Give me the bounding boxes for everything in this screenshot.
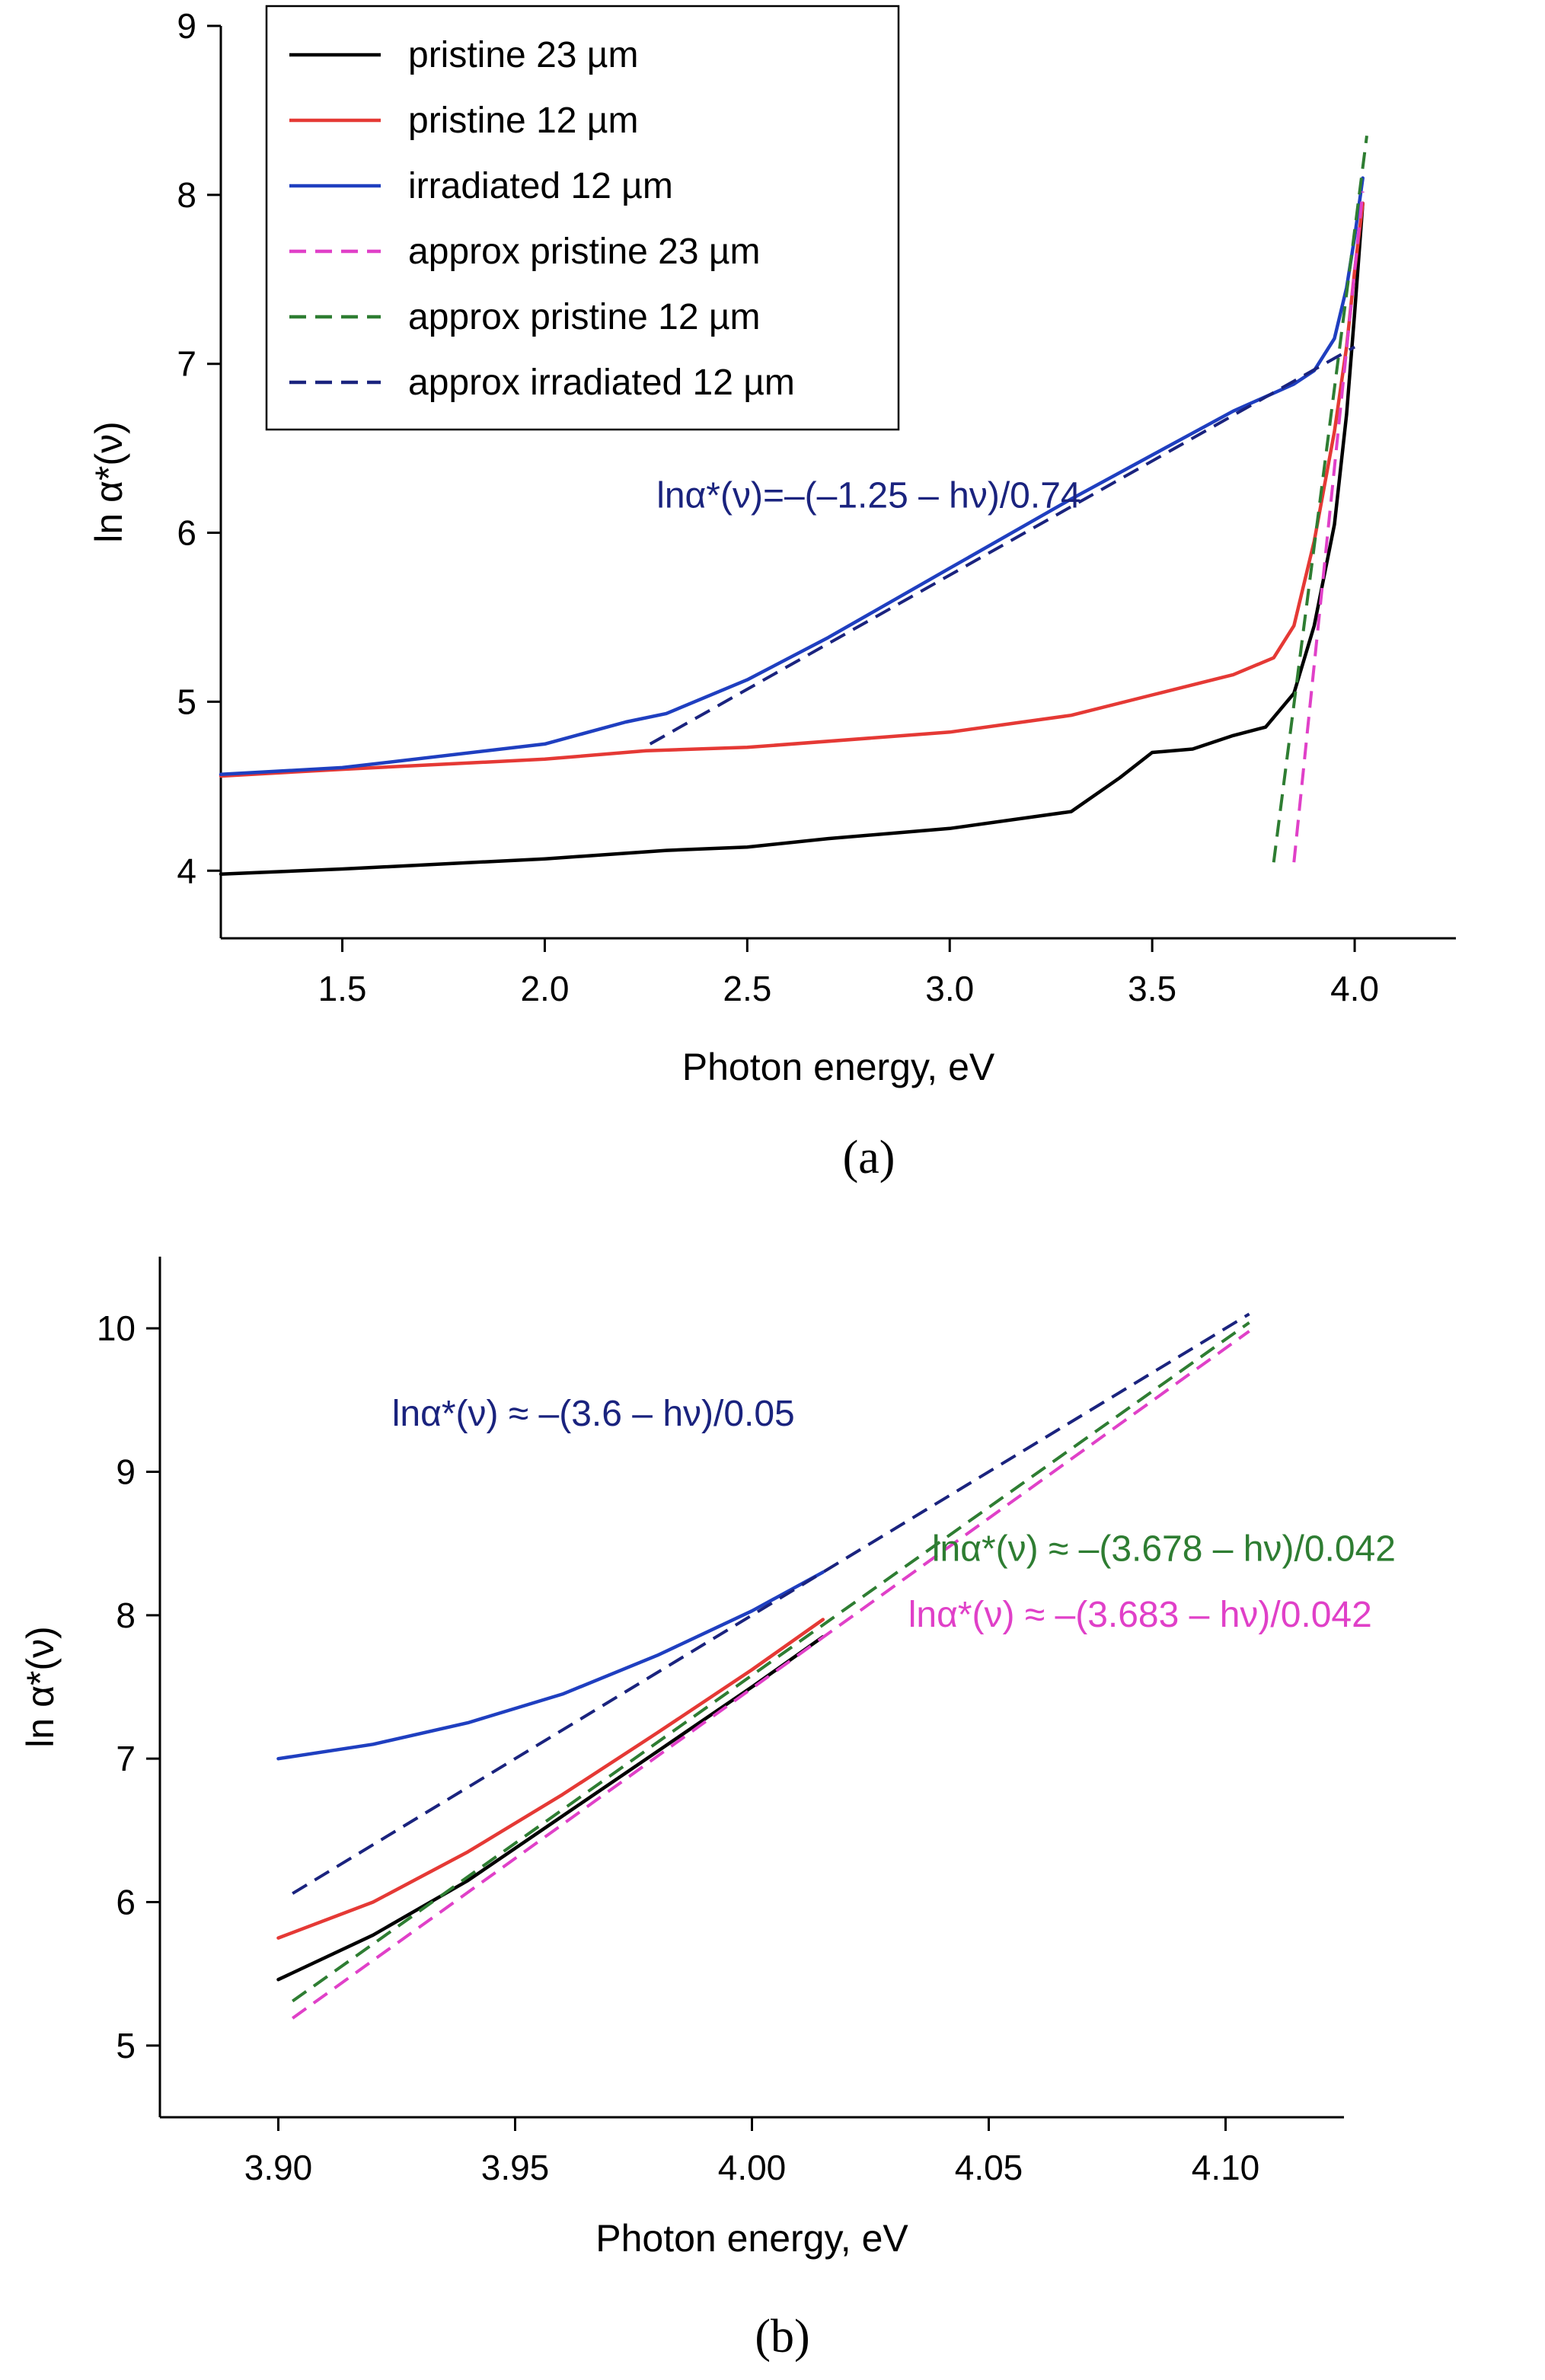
legend-label: approx irradiated 12 µm [408, 363, 795, 403]
x-axis-title: Photon energy, eV [595, 2217, 908, 2260]
chart-panel-a: 1.5 2.0 2.5 3.0 3.5 4.0 4 5 6 7 8 9 Photon energy, e… [88, 5, 1456, 1184]
series-line-approx-irradiated-12-m [292, 1312, 1250, 1895]
x-tick-label: 2.5 [723, 969, 771, 1008]
series-line-pristine-12-m [219, 201, 1365, 778]
y-tick-label: 9 [177, 6, 196, 46]
y-tick-label: 10 [97, 1308, 136, 1348]
y-tick-label: 7 [177, 344, 196, 384]
x-tick-label: 1.5 [318, 969, 367, 1008]
x-tick-label: 3.0 [925, 969, 974, 1008]
x-tick-label: 4.05 [955, 2148, 1023, 2187]
y-tick-label: 6 [116, 1883, 136, 1922]
y-tick-label: 9 [116, 1452, 136, 1492]
y-tick-label: 4 [177, 851, 196, 890]
series-line-pristine-23-m [219, 201, 1365, 876]
x-tick-label: 3.5 [1128, 969, 1176, 1008]
series-line-approx-irradiated-12-m [649, 345, 1355, 746]
x-tick-label: 4.0 [1330, 969, 1379, 1008]
y-tick-label: 8 [116, 1596, 136, 1635]
panel-label: (b) [755, 2311, 809, 2362]
y-tick-label: 6 [177, 513, 196, 553]
series-line-pristine-23-m [276, 1634, 825, 1982]
legend-label: pristine 12 µm [408, 101, 638, 141]
legend-label: approx pristine 12 µm [408, 297, 761, 337]
y-tick-label: 7 [116, 1739, 136, 1778]
chart-panel-b: 3.90 3.95 4.00 4.05 4.10 5 6 7 8 9 10 Photon energy… [19, 1257, 1396, 2362]
series-line-irradiated-12-m [219, 176, 1365, 777]
fit-equation-annotation: lnα*(ν) ≈ –(3.6 – hν)/0.05 [392, 1394, 795, 1434]
fit-equation-annotation: lnα*(ν) ≈ –(3.678 – hν)/0.042 [932, 1529, 1396, 1569]
legend-label: irradiated 12 µm [408, 166, 673, 206]
legend-box [265, 5, 900, 431]
series-line-approx-pristine-12-m [1272, 135, 1368, 863]
panel-label: (a) [843, 1132, 895, 1184]
x-tick-label: 4.10 [1192, 2148, 1260, 2187]
fit-equation-annotation: lnα*(ν) ≈ –(3.683 – hν)/0.042 [908, 1595, 1372, 1635]
legend-label: approx pristine 23 µm [408, 232, 761, 272]
y-axis-title: ln α*(ν) [88, 421, 130, 542]
y-tick-label: 8 [177, 175, 196, 215]
series-line-approx-pristine-12-m [292, 1321, 1250, 2003]
y-axis-title: ln α*(ν) [19, 1626, 62, 1747]
y-tick-label: 5 [116, 2026, 136, 2065]
x-tick-label: 3.95 [481, 2148, 550, 2187]
y-tick-label: 5 [177, 682, 196, 721]
x-tick-label: 3.90 [244, 2148, 313, 2187]
x-tick-label: 2.0 [520, 969, 569, 1008]
x-axis-title: Photon energy, eV [682, 1046, 995, 1088]
legend-label: pristine 23 µm [408, 35, 638, 75]
series-line-irradiated-12-m [276, 1570, 825, 1761]
fit-equation-annotation: lnα*(ν)=–(–1.25 – hν)/0.74 [656, 475, 1081, 516]
legend: pristine 23 µm pristine 12 µm irradiated 1… [265, 5, 900, 431]
series-line-pristine-12-m [276, 1618, 825, 1940]
series-line-approx-pristine-23-m [292, 1330, 1250, 2020]
x-tick-label: 4.00 [718, 2148, 787, 2187]
series-line-approx-pristine-23-m [1292, 191, 1365, 863]
